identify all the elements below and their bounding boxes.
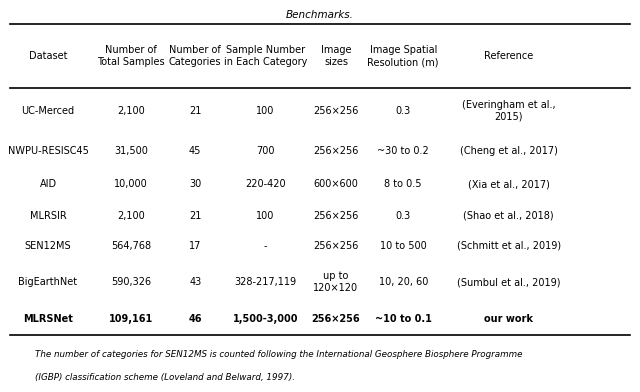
Text: 590,326: 590,326	[111, 277, 151, 287]
Text: 21: 21	[189, 211, 202, 221]
Text: Benchmarks.: Benchmarks.	[286, 10, 354, 20]
Text: (Cheng et al., 2017): (Cheng et al., 2017)	[460, 146, 557, 156]
Text: 46: 46	[188, 314, 202, 325]
Text: BigEarthNet: BigEarthNet	[19, 277, 77, 287]
Text: Sample Number
in Each Category: Sample Number in Each Category	[224, 45, 307, 67]
Text: 30: 30	[189, 179, 202, 189]
Text: NWPU-RESISC45: NWPU-RESISC45	[8, 146, 88, 156]
Text: 8 to 0.5: 8 to 0.5	[385, 179, 422, 189]
Text: Image
sizes: Image sizes	[321, 45, 351, 67]
Text: (IGBP) classification scheme (Loveland and Belward, 1997).: (IGBP) classification scheme (Loveland a…	[35, 373, 295, 381]
Text: (Xia et al., 2017): (Xia et al., 2017)	[468, 179, 550, 189]
Text: 10, 20, 60: 10, 20, 60	[378, 277, 428, 287]
Text: up to
120×120: up to 120×120	[314, 271, 358, 293]
Text: (Schmitt et al., 2019): (Schmitt et al., 2019)	[457, 241, 561, 251]
Text: 10,000: 10,000	[115, 179, 148, 189]
Text: 256×256: 256×256	[314, 211, 358, 221]
Text: Dataset: Dataset	[29, 51, 67, 61]
Text: 328-217,119: 328-217,119	[234, 277, 297, 287]
Text: 109,161: 109,161	[109, 314, 154, 325]
Text: AID: AID	[40, 179, 56, 189]
Text: 100: 100	[257, 211, 275, 221]
Text: ~10 to 0.1: ~10 to 0.1	[375, 314, 431, 325]
Text: 2,100: 2,100	[117, 106, 145, 116]
Text: Image Spatial
Resolution (m): Image Spatial Resolution (m)	[367, 45, 439, 67]
Text: Number of
Categories: Number of Categories	[169, 45, 221, 67]
Text: 256×256: 256×256	[314, 146, 358, 156]
Text: 600×600: 600×600	[314, 179, 358, 189]
Text: (Shao et al., 2018): (Shao et al., 2018)	[463, 211, 554, 221]
Text: 17: 17	[189, 241, 202, 251]
Text: MLRSIR: MLRSIR	[29, 211, 67, 221]
Text: Reference: Reference	[484, 51, 533, 61]
Text: 256×256: 256×256	[314, 106, 358, 116]
Text: 100: 100	[257, 106, 275, 116]
Text: 564,768: 564,768	[111, 241, 151, 251]
Text: 1,500-3,000: 1,500-3,000	[233, 314, 298, 325]
Text: ~30 to 0.2: ~30 to 0.2	[378, 146, 429, 156]
Text: 0.3: 0.3	[396, 106, 411, 116]
Text: The number of categories for SEN12MS is counted following the International Geos: The number of categories for SEN12MS is …	[35, 350, 523, 359]
Text: 31,500: 31,500	[115, 146, 148, 156]
Text: 0.3: 0.3	[396, 211, 411, 221]
Text: 43: 43	[189, 277, 202, 287]
Text: UC-Merced: UC-Merced	[21, 106, 75, 116]
Text: 700: 700	[257, 146, 275, 156]
Text: 2,100: 2,100	[117, 211, 145, 221]
Text: (Sumbul et al., 2019): (Sumbul et al., 2019)	[457, 277, 561, 287]
Text: our work: our work	[484, 314, 533, 325]
Text: 45: 45	[189, 146, 202, 156]
Text: 256×256: 256×256	[314, 241, 358, 251]
Text: 21: 21	[189, 106, 202, 116]
Text: 256×256: 256×256	[312, 314, 360, 325]
Text: 10 to 500: 10 to 500	[380, 241, 427, 251]
Text: Number of
Total Samples: Number of Total Samples	[97, 45, 165, 67]
Text: (Everingham et al.,
2015): (Everingham et al., 2015)	[462, 100, 556, 122]
Text: 220-420: 220-420	[245, 179, 286, 189]
Text: SEN12MS: SEN12MS	[25, 241, 71, 251]
Text: -: -	[264, 241, 268, 251]
Text: MLRSNet: MLRSNet	[23, 314, 73, 325]
